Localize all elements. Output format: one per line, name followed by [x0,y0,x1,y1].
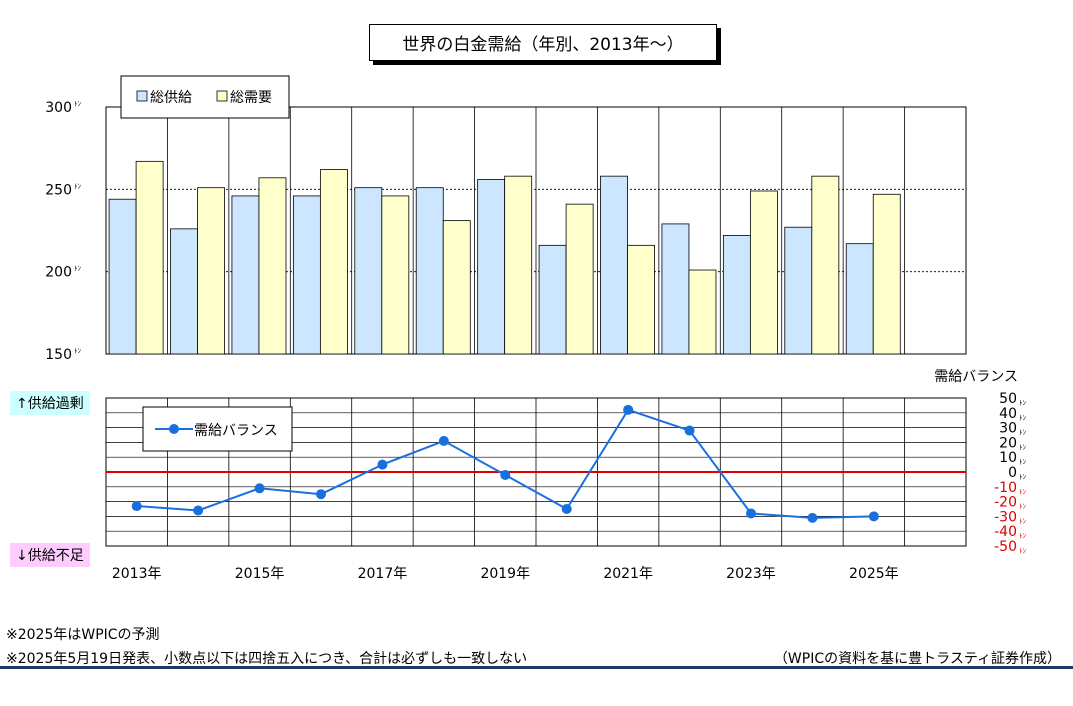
bar-supply [538,244,567,355]
bar-y-tick-unit: ﾄﾝ [74,100,81,108]
bar-supply [170,228,198,355]
balance-y-tick-unit: ﾄﾝ [1019,414,1027,422]
balance-y-tick-label: 0 [1008,465,1017,481]
bar-demand [565,203,594,355]
balance-y-tick-unit: ﾄﾝ [1019,503,1027,511]
balance-point [807,512,818,523]
balance-y-tick-label: -40 [994,524,1017,540]
balance-y-tick-label: 50 [999,391,1017,407]
bar-y-tick-label: 200 [45,265,72,281]
balance-legend-marker [169,424,179,434]
surplus-tag: ↑供給過剰 [10,391,90,415]
balance-point [254,483,265,494]
balance-point [561,504,572,514]
bar-demand [749,190,778,355]
x-tick-label: 2015年 [235,566,285,582]
x-tick-label: 2023年 [726,566,776,582]
balance-y-tick-label: 30 [999,421,1017,437]
bar-legend-box [120,75,290,119]
balance-y-tick-unit: ﾄﾝ [1019,443,1027,451]
balance-y-tick-unit: ﾄﾝ [1019,532,1027,540]
release-note: ※2025年5月19日発表、小数点以下は四捨五入につき、合計は必ずしも一致しない [6,651,528,667]
bar-legend-label: 総需要 [230,90,272,106]
bar-y-tick-label: 150 [45,347,72,363]
balance-point [746,508,756,519]
bar-demand [381,195,410,355]
balance-y-tick-unit: ﾄﾝ [1019,458,1027,466]
balance-point [684,425,695,436]
bar-supply [722,235,751,355]
bar-supply [600,175,628,355]
balance-y-tick-unit: ﾄﾝ [1019,488,1027,496]
bar-legend-swatch [136,90,148,102]
chart-title-text: 世界の白金需給（年別、2013年〜） [402,35,684,55]
bar-supply [784,226,813,355]
source-note: （WPICの資料を基に豊トラスティ証券作成） [773,651,1061,667]
balance-point [500,469,511,480]
x-tick-label: 2013年 [112,566,162,582]
balance-y-tick-unit: ﾄﾝ [1019,429,1027,437]
bar-supply [845,243,874,355]
bar-legend-swatch [216,90,228,102]
bar-supply [231,195,260,355]
balance-point [131,501,142,512]
balance-y-tick-label: 20 [999,435,1017,451]
balance-axis-title: 需給バランス [934,369,1018,385]
balance-y-tick-label: -50 [994,539,1017,555]
bar-y-tick-label: 250 [45,182,72,198]
balance-point [377,459,388,470]
bar-demand [197,187,225,355]
bar-supply [108,198,137,355]
balance-y-tick-label: -10 [994,480,1017,496]
bar-demand [442,220,471,355]
balance-y-tick-label: 40 [999,406,1017,422]
balance-y-tick-unit: ﾄﾝ [1019,517,1027,525]
x-tick-label: 2019年 [480,566,530,582]
bar-y-tick-unit: ﾄﾝ [74,265,81,273]
balance-y-tick-label: 10 [999,450,1017,466]
balance-legend-label: 需給バランス [194,423,278,439]
bar-y-tick-unit: ﾄﾝ [74,182,81,190]
bar-legend-label: 総供給 [150,90,192,106]
bar-demand [627,244,655,355]
bar-demand [811,175,840,355]
bar-demand [258,177,287,355]
bar-supply [661,223,690,355]
bar-supply [354,187,383,355]
balance-point [316,489,326,500]
forecast-note: ※2025年はWPICの予測 [6,627,160,643]
x-tick-label: 2021年 [603,566,653,582]
bottom-rule [0,666,1073,669]
x-tick-label: 2017年 [358,566,408,582]
balance-y-tick-unit: ﾄﾝ [1019,399,1027,407]
bar-supply [415,187,444,355]
deficit-tag: ↓供給不足 [10,543,90,567]
bar-demand [504,175,533,355]
bar-demand [319,169,348,355]
bar-supply [477,179,506,355]
balance-y-tick-label: -30 [994,509,1017,525]
bar-demand [688,269,717,355]
bar-demand [872,193,901,355]
bar-y-tick-label: 300 [45,100,72,116]
x-tick-label: 2025年 [849,566,899,582]
balance-y-tick-unit: ﾄﾝ [1019,547,1027,555]
bar-y-tick-unit: ﾄﾝ [74,347,81,355]
balance-point [868,511,879,522]
balance-y-tick-label: -20 [994,495,1017,511]
chart-title: 世界の白金需給（年別、2013年〜） [369,24,717,61]
bar-demand [135,160,164,355]
balance-point [193,505,204,516]
bar-supply [292,195,321,355]
balance-point [438,435,449,446]
balance-y-tick-unit: ﾄﾝ [1019,473,1027,481]
balance-point [623,404,634,415]
